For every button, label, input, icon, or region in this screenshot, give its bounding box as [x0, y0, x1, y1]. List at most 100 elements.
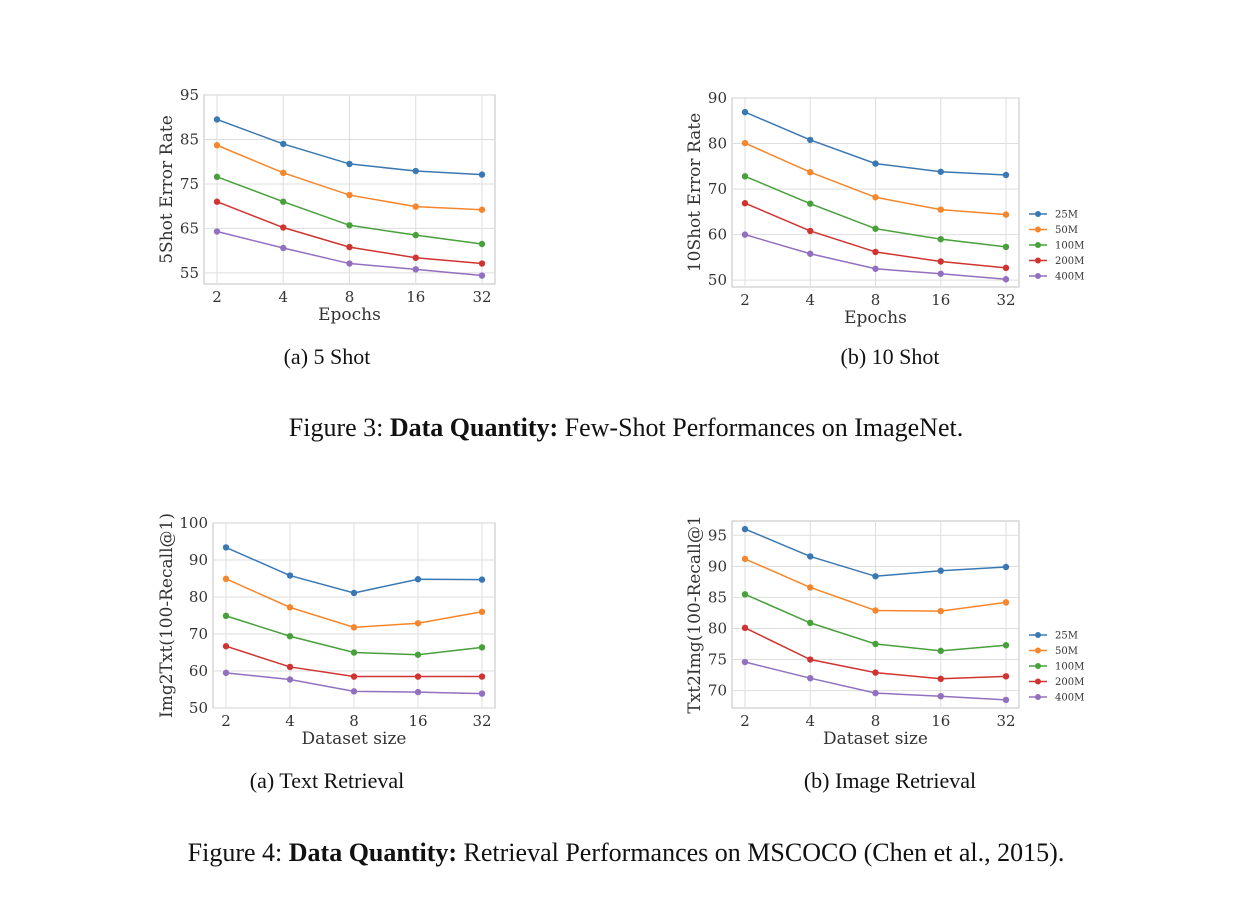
y-tick-label: 60: [189, 662, 208, 680]
x-tick-label: 4: [285, 712, 295, 730]
legend-label: 25M: [1055, 631, 1078, 642]
data-point-200M: [414, 673, 422, 680]
data-point-100M: [1002, 243, 1010, 251]
data-point-50M: [872, 607, 879, 614]
data-point-25M: [346, 160, 353, 168]
data-point-100M: [807, 619, 814, 627]
y-tick-label: 70: [189, 625, 208, 643]
legend-marker: [1035, 694, 1041, 700]
data-point-200M: [286, 663, 294, 671]
x-tick-label: 8: [345, 288, 355, 306]
data-point-25M: [280, 140, 287, 148]
data-point-400M: [478, 272, 486, 279]
data-point-100M: [350, 649, 358, 656]
data-point-25M: [937, 567, 944, 574]
data-point-200M: [478, 673, 486, 680]
y-tick-label: 70: [708, 180, 727, 198]
data-point-100M: [741, 173, 749, 180]
data-point-25M: [222, 544, 230, 551]
x-tick-label: 8: [871, 712, 881, 730]
y-tick-label: 95: [180, 86, 199, 104]
y-tick-label: 55: [180, 264, 199, 282]
data-point-400M: [286, 676, 294, 683]
data-point-25M: [350, 589, 358, 597]
data-point-50M: [1002, 599, 1010, 606]
data-point-50M: [937, 607, 944, 615]
legend-label: 100M: [1055, 662, 1084, 673]
legend-marker: [1035, 257, 1041, 264]
y-tick-label: 50: [189, 699, 208, 717]
data-point-50M: [414, 620, 422, 627]
x-tick-label: 2: [221, 712, 231, 730]
subcaption: (a) 5 Shot: [284, 344, 371, 369]
legend-marker: [1035, 647, 1041, 654]
chart-0: 2 4 8 16 32 55 65 75 85 95 Epochs 5Shot Error Rate (…: [157, 86, 496, 369]
data-point-100M: [872, 640, 879, 648]
data-point-200M: [872, 248, 879, 256]
data-point-400M: [872, 265, 879, 272]
x-axis-label: Dataset size: [302, 729, 407, 749]
data-point-200M: [937, 675, 944, 683]
data-point-400M: [346, 260, 353, 267]
y-tick-label: 95: [708, 526, 727, 544]
data-point-200M: [741, 200, 749, 207]
data-point-25M: [807, 136, 814, 144]
data-point-100M: [213, 173, 221, 181]
y-tick-label: 85: [708, 588, 727, 606]
y-tick-label: 80: [708, 135, 727, 153]
x-tick-label: 16: [408, 712, 427, 730]
chart-3: 2 4 8 16 32 70 75 80 85 90 95 Dataset size Txt2Img(1…: [685, 515, 1084, 793]
legend-label: 400M: [1055, 272, 1084, 283]
subcaption: (b) 10 Shot: [841, 344, 940, 369]
data-point-100M: [222, 612, 230, 620]
y-axis-label: Txt2Img(100-Recall@1: [685, 515, 705, 713]
data-point-50M: [872, 194, 879, 201]
data-point-25M: [937, 168, 944, 175]
data-point-400M: [807, 250, 814, 257]
legend-label: 50M: [1055, 225, 1078, 236]
data-point-400M: [280, 244, 287, 252]
data-point-25M: [414, 576, 422, 583]
x-tick-label: 2: [740, 291, 750, 309]
data-point-50M: [350, 624, 358, 631]
data-point-200M: [807, 227, 814, 235]
data-point-50M: [741, 555, 749, 563]
data-point-25M: [872, 160, 879, 167]
x-tick-label: 32: [472, 288, 491, 306]
figure3-caption: Figure 3: Data Quantity: Few-Shot Perfor…: [289, 413, 963, 442]
data-point-100M: [280, 198, 287, 205]
data-point-25M: [807, 553, 814, 560]
y-tick-label: 60: [708, 226, 727, 244]
legend-label: 200M: [1055, 677, 1084, 688]
y-tick-label: 75: [708, 651, 727, 669]
x-tick-label: 4: [805, 291, 815, 309]
data-point-400M: [222, 669, 230, 677]
data-point-25M: [286, 572, 294, 579]
data-point-25M: [213, 116, 221, 123]
y-tick-label: 90: [189, 551, 208, 569]
figure4-caption: Figure 4: Data Quantity: Retrieval Perfo…: [188, 838, 1065, 867]
data-point-100M: [872, 225, 879, 232]
subcaption: (a) Text Retrieval: [250, 768, 404, 793]
x-tick-label: 16: [931, 712, 950, 730]
x-tick-label: 16: [406, 288, 425, 306]
legend-marker: [1035, 632, 1041, 638]
y-axis-label: 5Shot Error Rate: [157, 115, 177, 264]
data-point-50M: [478, 608, 486, 615]
x-tick-label: 2: [740, 712, 750, 730]
x-tick-label: 32: [472, 712, 491, 730]
legend-marker: [1035, 663, 1041, 669]
data-point-50M: [213, 142, 221, 149]
data-point-25M: [1002, 563, 1010, 571]
x-tick-label: 8: [349, 712, 359, 730]
y-tick-label: 100: [179, 514, 208, 532]
data-point-200M: [213, 198, 221, 205]
chart-1: 2 4 8 16 32 50 60 70 80 90 Epochs 10Shot Error Rate…: [685, 89, 1084, 369]
data-point-200M: [412, 254, 419, 261]
data-point-200M: [1002, 264, 1010, 272]
data-point-200M: [937, 258, 944, 265]
data-point-200M: [478, 260, 486, 267]
data-point-50M: [1002, 211, 1010, 218]
data-point-200M: [346, 243, 353, 251]
